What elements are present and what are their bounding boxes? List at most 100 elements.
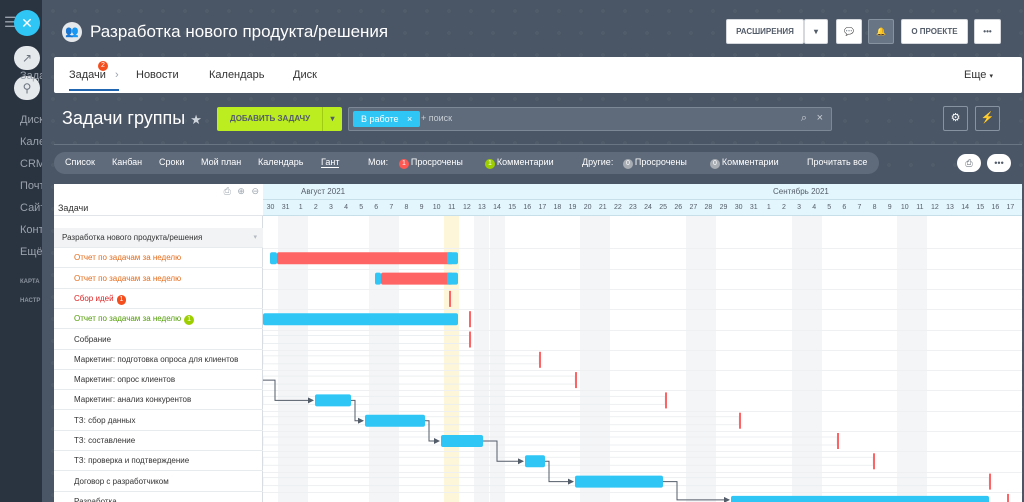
- gantt-bar-progress[interactable]: [375, 272, 381, 285]
- close-slider-button[interactable]: ✕: [14, 10, 40, 36]
- deadline-marker[interactable]: [665, 392, 667, 409]
- gantt-bar[interactable]: [525, 455, 545, 468]
- sidebar-item-crm[interactable]: CRM: [20, 158, 46, 170]
- gantt-task-label[interactable]: Маркетинг: анализ конкурентов: [74, 395, 192, 405]
- sidebar-item-disk[interactable]: Диск: [20, 114, 44, 126]
- filter-chip[interactable]: В работе ×: [353, 111, 421, 127]
- gantt-bar-progress[interactable]: [270, 252, 277, 265]
- gantt-task-row[interactable]: Маркетинг: анализ конкурентов: [54, 390, 263, 411]
- gantt-task-label[interactable]: Собрание: [74, 334, 112, 344]
- other-overdue-counter[interactable]: 0 Просрочены: [623, 157, 687, 169]
- deadline-marker[interactable]: [469, 331, 471, 348]
- gantt-task-label[interactable]: ТЗ: проверка и подтверждение: [74, 456, 190, 466]
- sidebar-settings-label[interactable]: НАСТР: [20, 298, 41, 304]
- gantt-bar[interactable]: [731, 495, 989, 502]
- gantt-task-row[interactable]: Отчет по задачам за неделю 1: [54, 309, 263, 330]
- gantt-bar[interactable]: [365, 414, 425, 427]
- clear-icon[interactable]: ×: [816, 112, 823, 124]
- extensions-button[interactable]: РАСШИРЕНИЯ: [726, 19, 804, 44]
- view-my-plan[interactable]: Мой план: [201, 157, 242, 167]
- deadline-marker[interactable]: [739, 412, 741, 429]
- tabs-more[interactable]: Еще ▾: [964, 69, 993, 81]
- gantt-task-label[interactable]: Отчет по задачам за неделю: [74, 273, 182, 283]
- about-project-button[interactable]: О ПРОЕКТЕ: [901, 19, 968, 44]
- gantt-task-label[interactable]: Маркетинг: подготовка опроса для клиенто…: [74, 354, 239, 364]
- view-gantt[interactable]: Гант: [321, 157, 340, 168]
- gantt-bar-overdue[interactable]: [381, 272, 453, 285]
- sidebar-item-more[interactable]: Ещё: [20, 246, 43, 258]
- gantt-task-label[interactable]: Отчет по задачам за неделю: [74, 314, 182, 324]
- gantt-task-row[interactable]: ТЗ: составление: [54, 431, 263, 451]
- link-icon[interactable]: ⚲: [14, 76, 40, 100]
- search-input[interactable]: + поиск: [421, 113, 453, 123]
- deadline-marker[interactable]: [989, 473, 991, 490]
- gantt-bar[interactable]: [263, 313, 458, 326]
- robots-button[interactable]: ⚡: [975, 106, 1000, 131]
- other-comments-counter[interactable]: 0 Комментарии: [710, 157, 779, 169]
- settings-button[interactable]: ⚙: [943, 106, 968, 131]
- gantt-task-row[interactable]: Сбор идей 1: [54, 289, 263, 309]
- gantt-bar-end[interactable]: [447, 272, 458, 285]
- extensions-dropdown-button[interactable]: ▾: [804, 19, 828, 44]
- tab-news[interactable]: Новости: [136, 69, 179, 81]
- gantt-bar[interactable]: [441, 435, 483, 447]
- chat-button[interactable]: 💬: [836, 19, 862, 44]
- tab-tasks[interactable]: Задачи ›: [69, 69, 119, 91]
- search-icon[interactable]: ⌕: [800, 112, 807, 124]
- deadline-marker[interactable]: [873, 453, 875, 470]
- view-calendar[interactable]: Календарь: [258, 157, 304, 167]
- gantt-bar-end[interactable]: [447, 252, 458, 265]
- gantt-task-label[interactable]: Сбор идей: [74, 293, 114, 303]
- close-icon[interactable]: ×: [407, 114, 413, 124]
- gantt-task-label[interactable]: ТЗ: составление: [74, 436, 136, 445]
- gantt-task-row[interactable]: ТЗ: проверка и подтверждение: [54, 451, 263, 472]
- tab-calendar[interactable]: Календарь: [209, 69, 265, 81]
- gantt-group-row[interactable]: Разработка нового продукта/решения ▾: [54, 228, 263, 248]
- star-icon[interactable]: ★: [190, 112, 202, 127]
- view-more-button[interactable]: •••: [987, 154, 1011, 172]
- gantt-task-label[interactable]: Разработка нового продукта/решения: [62, 233, 203, 242]
- gantt-task-label[interactable]: Договор с разработчиком: [74, 476, 169, 486]
- printer-icon[interactable]: ⎙: [223, 186, 231, 196]
- zoom-in-icon[interactable]: ⊕: [237, 186, 245, 196]
- sidebar-map-label[interactable]: КАРТА: [20, 279, 40, 285]
- deadline-marker[interactable]: [575, 372, 577, 389]
- gantt-task-row[interactable]: Отчет по задачам за неделю: [54, 248, 263, 269]
- gantt-task-row[interactable]: ТЗ: сбор данных: [54, 411, 263, 431]
- sidebar-item-mail[interactable]: Почт: [20, 180, 45, 192]
- gantt-task-row[interactable]: Договор с разработчиком: [54, 472, 263, 492]
- print-button[interactable]: ⎙: [957, 154, 981, 172]
- view-deadlines[interactable]: Сроки: [159, 157, 185, 167]
- sidebar-item-tasks[interactable]: Зада: [20, 70, 46, 82]
- gantt-task-row[interactable]: Разработка: [54, 492, 263, 502]
- read-all-link[interactable]: Прочитать все: [807, 157, 868, 167]
- deadline-marker[interactable]: [539, 351, 541, 368]
- gantt-task-row[interactable]: Маркетинг: опрос клиентов: [54, 370, 263, 391]
- gantt-bar[interactable]: [315, 394, 351, 407]
- gantt-task-row[interactable]: Маркетинг: подготовка опроса для клиенто…: [54, 350, 263, 370]
- view-list[interactable]: Список: [65, 157, 95, 167]
- sidebar-item-sites[interactable]: Сайт: [20, 202, 46, 214]
- chevron-down-icon[interactable]: ▾: [322, 107, 342, 131]
- gantt-task-label[interactable]: ТЗ: сбор данных: [74, 415, 136, 425]
- add-task-button[interactable]: ДОБАВИТЬ ЗАДАЧУ ▾: [217, 107, 342, 131]
- gantt-bar-overdue[interactable]: [277, 252, 453, 265]
- deadline-marker[interactable]: [469, 311, 471, 328]
- gantt-bar[interactable]: [575, 475, 663, 488]
- gantt-task-row[interactable]: Собрание: [54, 330, 263, 350]
- gantt-task-label[interactable]: Маркетинг: опрос клиентов: [74, 375, 176, 385]
- sidebar-item-contacts[interactable]: Конт: [20, 224, 44, 236]
- gantt-task-row[interactable]: Отчет по задачам за неделю: [54, 269, 263, 289]
- my-overdue-counter[interactable]: 1 Просрочены: [399, 157, 463, 169]
- menu-icon[interactable]: ☰: [4, 14, 17, 30]
- chevron-down-icon[interactable]: ▾: [253, 234, 257, 241]
- tab-disk[interactable]: Диск: [293, 69, 317, 81]
- view-kanban[interactable]: Канбан: [112, 157, 143, 167]
- gantt-task-label[interactable]: Отчет по задачам за неделю: [74, 253, 182, 263]
- deadline-marker[interactable]: [1007, 493, 1009, 502]
- more-menu-button[interactable]: •••: [974, 19, 1001, 44]
- sidebar-item-calendar[interactable]: Кале: [20, 136, 46, 148]
- zoom-out-icon[interactable]: ⊖: [251, 186, 259, 196]
- external-link-icon[interactable]: ↗: [14, 46, 40, 70]
- my-comments-counter[interactable]: 1 Комментарии: [485, 157, 554, 169]
